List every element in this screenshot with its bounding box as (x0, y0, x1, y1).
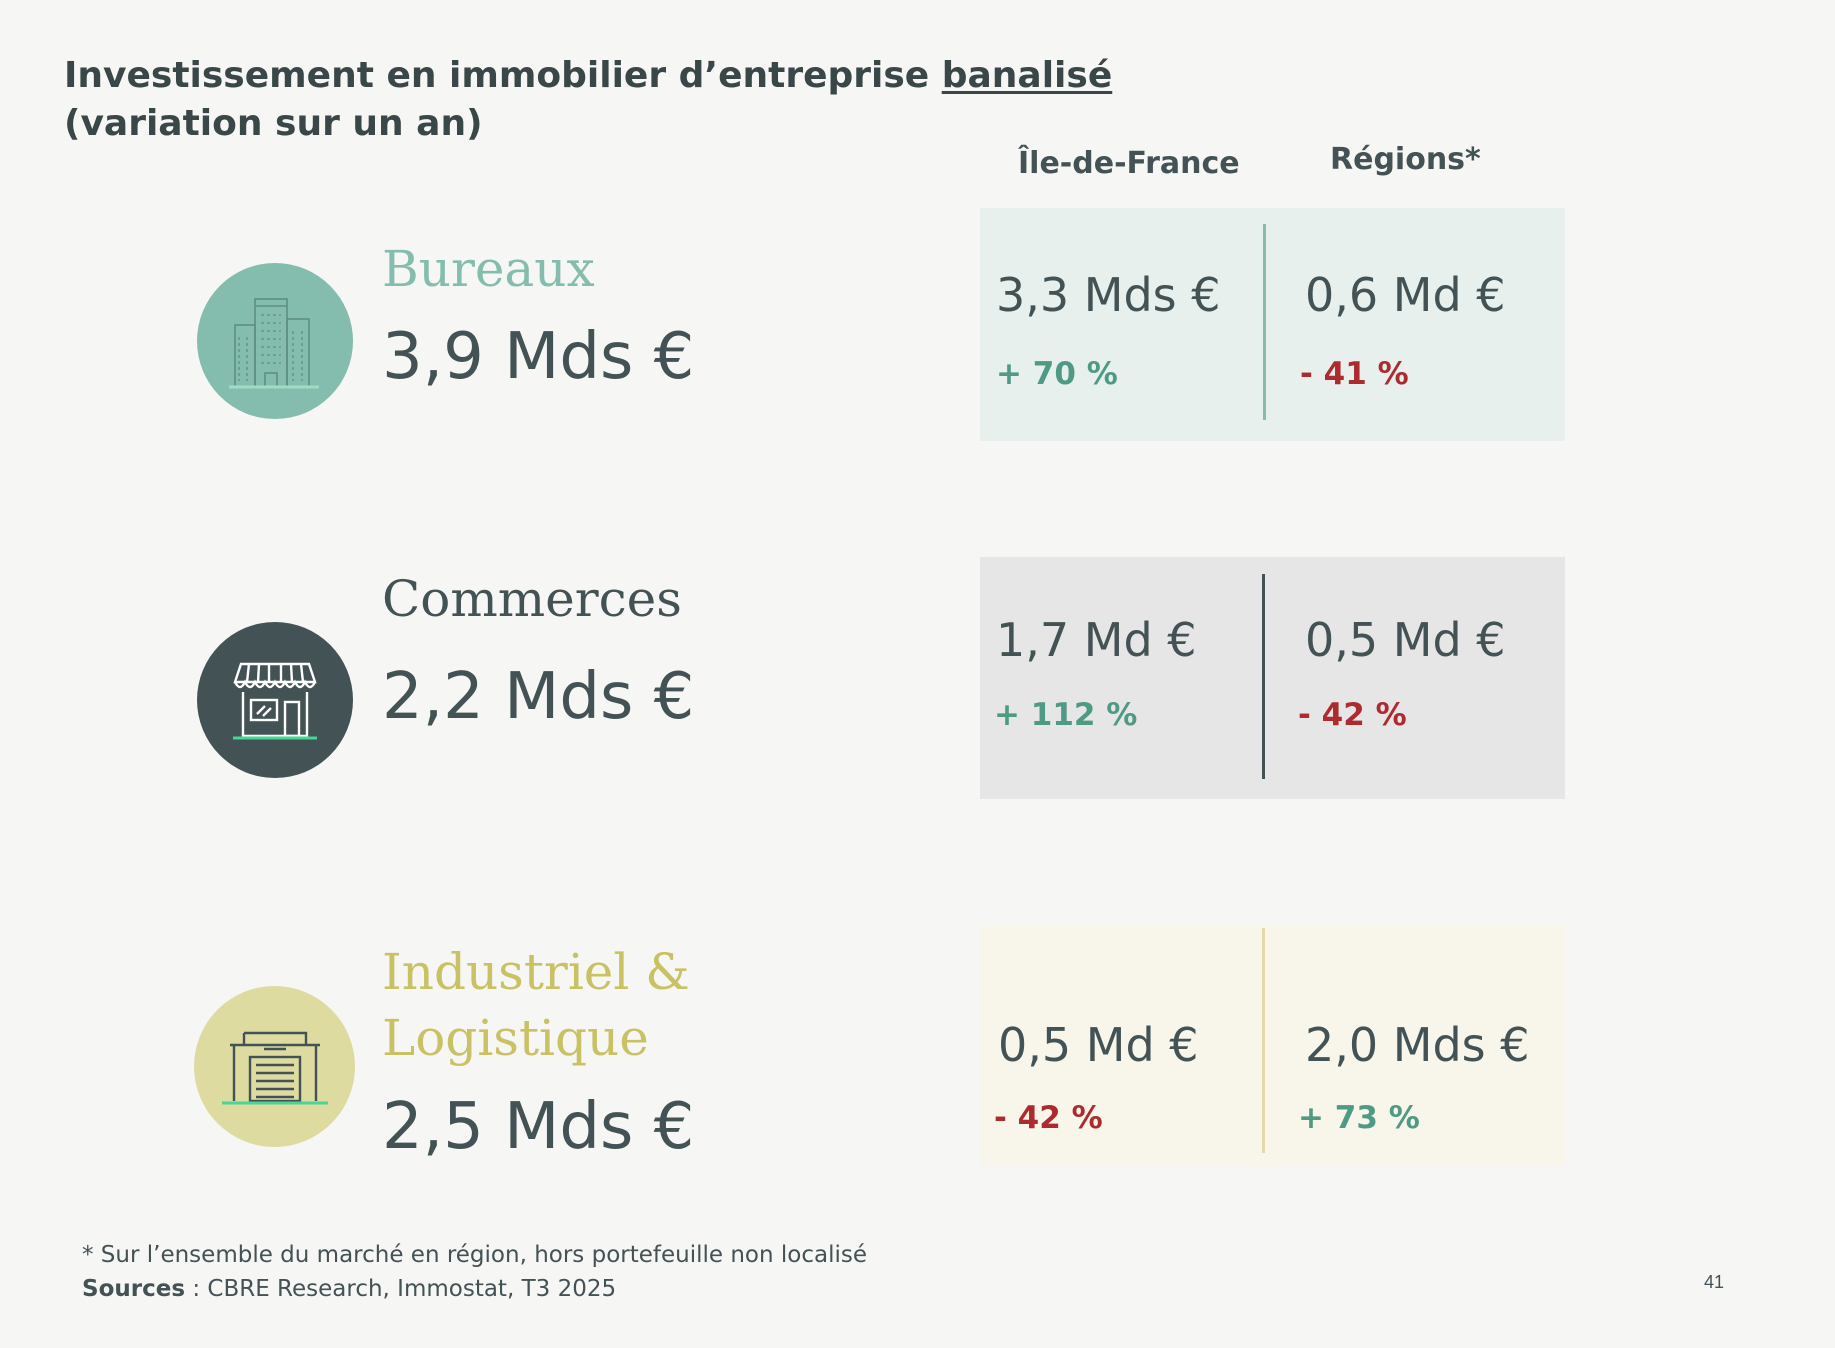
commerces-icon-circle (197, 622, 353, 778)
regions-change-commerces: - 42 % (1298, 697, 1407, 733)
column-header-regions: Régions* (1330, 142, 1481, 177)
regions-value-commerces: 0,5 Md € (1305, 613, 1506, 667)
idf-change-commerces: + 112 % (994, 697, 1138, 733)
regions-change-bureaux: - 41 % (1300, 356, 1409, 392)
category-line1: Industriel & (382, 943, 690, 1001)
industriel-icon-circle (194, 986, 355, 1147)
footnote: * Sur l’ensemble du marché en région, ho… (82, 1242, 867, 1268)
title-underlined-word: banalisé (941, 55, 1113, 96)
panel-divider (1262, 574, 1265, 779)
total-industriel-logistique: 2,5 Mds € (382, 1090, 695, 1164)
warehouse-icon (221, 1031, 328, 1104)
idf-value-bureaux: 3,3 Mds € (996, 268, 1221, 322)
regions-value-industriel: 2,0 Mds € (1305, 1018, 1530, 1072)
total-bureaux: 3,9 Mds € (382, 320, 695, 394)
panel-divider (1263, 224, 1266, 420)
regions-value-bureaux: 0,6 Md € (1305, 268, 1506, 322)
office-buildings-icon (229, 298, 319, 389)
idf-change-bureaux: + 70 % (996, 356, 1118, 392)
panel-bureaux: 3,3 Mds € + 70 % 0,6 Md € - 41 % (980, 208, 1565, 441)
page-number: 41 (1704, 1272, 1725, 1292)
category-commerces: Commerces (382, 570, 682, 628)
page-title: Investissement en immobilier d’entrepris… (64, 52, 1112, 148)
category-bureaux: Bureaux (382, 240, 595, 298)
category-line2: Logistique (382, 1009, 649, 1067)
category-industriel-logistique: Industriel & Logistique (382, 939, 690, 1071)
sources-text: : CBRE Research, Immostat, T3 2025 (185, 1276, 617, 1302)
title-line2: (variation sur un an) (64, 103, 483, 144)
title-line1-prefix: Investissement en immobilier d’entrepris… (64, 55, 942, 96)
bureaux-icon-circle (197, 263, 353, 419)
sources-label: Sources (82, 1276, 186, 1302)
column-header-idf: Île-de-France (1018, 146, 1240, 181)
panel-divider (1262, 928, 1265, 1153)
idf-change-industriel: - 42 % (994, 1100, 1103, 1136)
idf-value-industriel: 0,5 Md € (998, 1018, 1199, 1072)
sources-line: Sources : CBRE Research, Immostat, T3 20… (82, 1276, 616, 1302)
idf-value-commerces: 1,7 Md € (996, 613, 1197, 667)
regions-change-industriel: + 73 % (1298, 1100, 1420, 1136)
storefront-icon (233, 662, 317, 740)
total-commerces: 2,2 Mds € (382, 660, 695, 734)
panel-industriel-logistique: 0,5 Md € - 42 % 2,0 Mds € + 73 % (980, 926, 1565, 1166)
panel-commerces: 1,7 Md € + 112 % 0,5 Md € - 42 % (980, 557, 1565, 799)
